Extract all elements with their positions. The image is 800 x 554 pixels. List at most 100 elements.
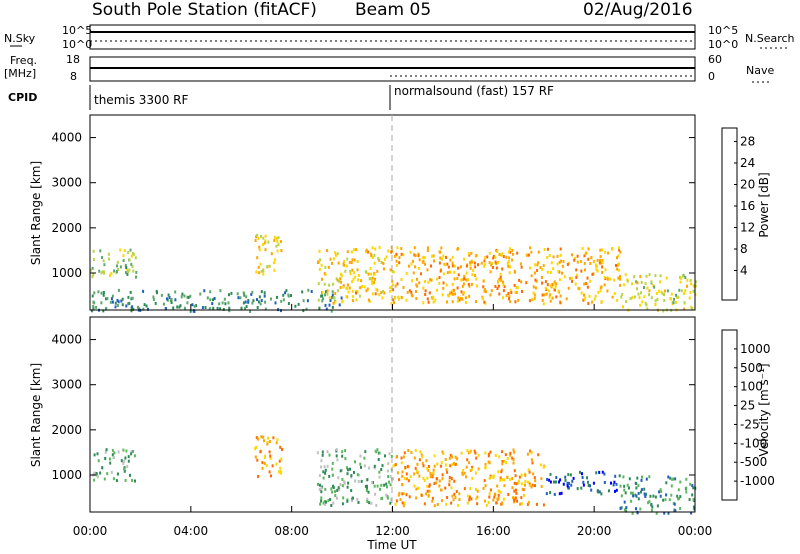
scatter-cell xyxy=(407,449,410,452)
scatter-cell xyxy=(259,262,262,266)
scatter-cell xyxy=(93,478,96,482)
scatter-cell xyxy=(249,310,251,313)
scatter-cell xyxy=(520,502,523,506)
scatter-cell xyxy=(619,506,622,510)
scatter-cell xyxy=(380,261,383,264)
scatter-cell xyxy=(659,280,662,284)
scatter-cell xyxy=(111,300,114,304)
scatter-cell xyxy=(454,495,457,499)
scatter-cell xyxy=(522,488,525,492)
scatter-cell xyxy=(570,483,573,487)
scatter-cell xyxy=(426,246,429,250)
scatter-cell xyxy=(512,496,514,500)
scatter-cell xyxy=(569,276,572,280)
scatter-cell xyxy=(142,289,145,293)
scatter-cell xyxy=(134,256,137,260)
scatter-cell xyxy=(380,483,383,487)
colorbar-tick-label: 100 xyxy=(740,380,763,394)
scatter-cell xyxy=(499,476,502,480)
scatter-cell xyxy=(132,307,135,311)
scatter-cell xyxy=(484,451,487,455)
scatter-cell xyxy=(501,460,504,463)
scatter-cell xyxy=(648,293,650,297)
scatter-cell xyxy=(578,287,581,291)
scatter-cell xyxy=(596,269,599,273)
scatter-cell xyxy=(501,267,504,271)
scatter-cell xyxy=(422,301,425,305)
scatter-cell xyxy=(438,479,441,483)
scatter-cell xyxy=(179,304,182,308)
scatter-cell xyxy=(457,503,460,507)
scatter-cell xyxy=(675,293,677,297)
scatter-cell xyxy=(490,263,493,267)
scatter-cell xyxy=(691,307,694,310)
scatter-cell xyxy=(339,277,342,281)
scatter-cell xyxy=(331,490,334,494)
nsky-panel xyxy=(89,24,696,50)
scatter-cell xyxy=(102,293,105,297)
scatter-cell xyxy=(564,475,567,479)
scatter-cell xyxy=(368,466,371,470)
scatter-cell xyxy=(498,455,501,459)
scatter-cell xyxy=(375,450,378,454)
scatter-cell xyxy=(247,300,250,304)
scatter-cell xyxy=(691,493,694,497)
scatter-cell xyxy=(191,303,194,307)
scatter-cell xyxy=(520,496,523,500)
scatter-cell xyxy=(128,268,131,272)
scatter-cell xyxy=(575,275,578,279)
scatter-cell xyxy=(623,283,626,287)
scatter-cell xyxy=(407,479,410,483)
scatter-cell xyxy=(326,450,329,454)
scatter-cell xyxy=(92,300,95,304)
scatter-cell xyxy=(583,282,586,286)
scatter-cell xyxy=(124,478,127,482)
scatter-cell xyxy=(187,296,190,299)
scatter-cell xyxy=(446,271,449,275)
scatter-cell xyxy=(448,476,451,479)
scatter-cell xyxy=(617,268,620,272)
scatter-cell xyxy=(692,289,695,293)
scatter-cell xyxy=(400,295,403,299)
scatter-cell xyxy=(552,255,555,259)
scatter-cell xyxy=(502,296,505,300)
scatter-cell xyxy=(367,272,370,276)
scatter-cell xyxy=(271,464,274,468)
scatter-cell xyxy=(630,499,633,503)
scatter-cell xyxy=(352,248,355,252)
scatter-cell xyxy=(100,291,103,295)
scatter-cell xyxy=(540,276,543,279)
scatter-cell xyxy=(556,254,559,258)
scatter-cell xyxy=(321,277,323,281)
scatter-cell xyxy=(270,252,273,256)
scatter-cell xyxy=(371,246,374,250)
scatter-cell xyxy=(481,297,484,301)
scatter-cell xyxy=(402,492,405,495)
scatter-cell xyxy=(528,299,531,303)
scatter-cell xyxy=(320,465,323,469)
scatter-cell xyxy=(332,282,335,286)
scatter-cell xyxy=(322,297,324,301)
scatter-cell xyxy=(536,502,538,506)
scatter-cell xyxy=(527,253,530,257)
scatter-cell xyxy=(561,264,564,268)
scatter-cell xyxy=(336,488,339,492)
scatter-cell xyxy=(549,293,552,297)
scatter-cell xyxy=(517,481,520,485)
scatter-cell xyxy=(684,276,687,279)
scatter-cell xyxy=(574,256,577,260)
scatter-cell xyxy=(541,267,544,271)
scatter-cell xyxy=(533,293,536,297)
scatter-cell xyxy=(442,281,445,285)
scatter-cell xyxy=(329,299,332,302)
scatter-cell xyxy=(646,307,649,311)
scatter-cell xyxy=(442,286,445,290)
scatter-cell xyxy=(489,488,492,492)
scatter-cell xyxy=(648,273,651,277)
scatter-cell xyxy=(316,451,319,455)
scatter-cell xyxy=(424,293,427,296)
scatter-cell xyxy=(409,250,412,254)
scatter-cell xyxy=(347,481,350,485)
scatter-cell xyxy=(568,481,570,485)
scatter-cell xyxy=(615,488,618,492)
